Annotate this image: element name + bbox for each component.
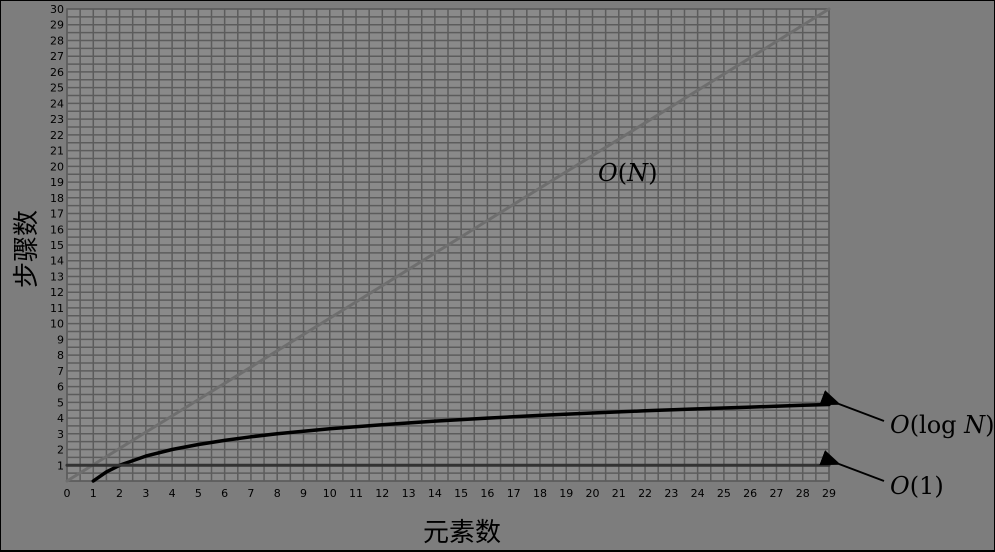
y-tick-label: 15 [50,239,64,252]
y-tick-label: 16 [50,223,64,236]
y-tick-label: 12 [50,286,64,299]
x-tick-label: 18 [533,487,547,500]
x-tick-label: 7 [247,487,254,500]
x-tick-label: 22 [638,487,652,500]
y-tick-label: 17 [50,208,64,221]
y-tick-label: 28 [50,34,64,47]
y-tick-label: 20 [50,160,64,173]
y-tick-label: 23 [50,113,64,126]
x-tick-label: 23 [664,487,678,500]
y-tick-label: 9 [57,333,64,346]
x-tick-label: 14 [428,487,442,500]
y-tick-label: 26 [50,66,64,79]
series-line-o-n [65,7,831,483]
y-tick-label: 29 [50,19,64,32]
y-tick-label: 5 [57,396,64,409]
annotation-arrow [819,450,885,482]
y-tick-label: 2 [57,444,64,457]
series-label-o-n: O(N) [598,159,657,187]
y-axis-title: 步骤数 [12,210,42,288]
y-tick-label: 14 [50,255,64,268]
x-tick-label: 29 [822,487,836,500]
y-tick-label: 10 [50,318,64,331]
y-tick-label: 19 [50,176,64,189]
y-tick-label: 25 [50,82,64,95]
x-tick-label: 11 [349,487,363,500]
x-tick-label: 6 [221,487,228,500]
x-axis-title: 元素数 [423,518,501,548]
x-tick-label: 2 [116,487,123,500]
x-tick-label: 28 [796,487,810,500]
series-line-o-log-n [91,402,831,483]
x-tick-label: 21 [612,487,626,500]
y-tick-label: 4 [57,412,64,425]
series-label-o-log-n: O(log N) [890,411,994,439]
y-tick-label: 1 [57,459,64,472]
y-tick-label: 7 [57,365,64,378]
x-tick-label: 0 [64,487,71,500]
x-tick-label: 10 [323,487,337,500]
x-tick-label: 13 [402,487,416,500]
x-tick-label: 12 [375,487,389,500]
annotation-arrow [819,390,885,422]
x-tick-label: 27 [769,487,783,500]
y-tick-label: 11 [50,302,64,315]
x-tick-label: 5 [195,487,202,500]
x-tick-label: 20 [586,487,600,500]
y-tick-label: 3 [57,428,64,441]
x-tick-label: 17 [507,487,521,500]
y-tick-label: 30 [50,3,64,16]
y-tick-label: 6 [57,381,64,394]
series-label-o-1: O(1) [890,472,944,500]
x-tick-label: 25 [717,487,731,500]
x-tick-label: 24 [691,487,705,500]
y-tick-label: 18 [50,192,64,205]
y-tick-label: 8 [57,349,64,362]
x-tick-label: 9 [300,487,307,500]
y-tick-label: 22 [50,129,64,142]
y-tick-label: 21 [50,145,64,158]
x-tick-label: 26 [743,487,757,500]
x-tick-label: 19 [559,487,573,500]
x-tick-label: 4 [169,487,176,500]
y-tick-label: 13 [50,270,64,283]
x-tick-label: 8 [274,487,281,500]
x-tick-label: 16 [480,487,494,500]
x-tick-label: 1 [90,487,97,500]
x-tick-label: 15 [454,487,468,500]
y-tick-label: 24 [50,97,64,110]
x-tick-label: 3 [142,487,149,500]
y-tick-label: 27 [50,50,64,63]
